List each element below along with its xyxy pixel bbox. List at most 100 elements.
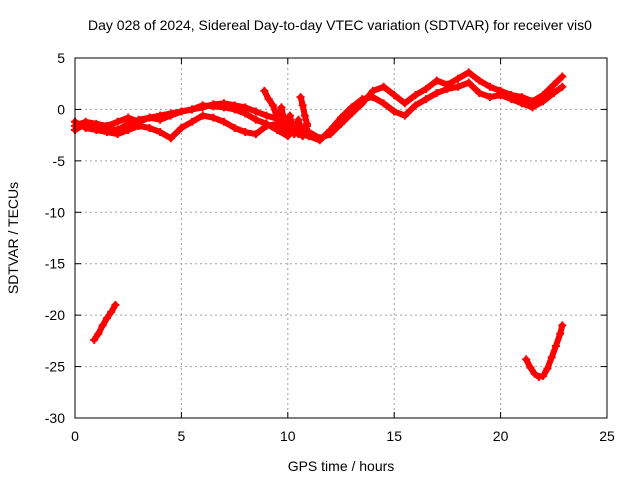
data-point-track-c: [251, 115, 260, 124]
y-tick-label: -25: [45, 359, 65, 375]
data-point-burst-10h: [298, 101, 307, 110]
data-point-track-b: [230, 123, 239, 132]
y-tick-label: -5: [53, 153, 66, 169]
data-point-track-b: [496, 91, 505, 100]
y-tick-label: -20: [45, 307, 65, 323]
data-point-burst-9h: [273, 113, 282, 122]
data-point-track-b: [528, 103, 537, 112]
data-point-burst-10h: [300, 111, 309, 120]
data-point-track-b: [507, 95, 516, 104]
data-point-track-a: [251, 107, 260, 116]
data-point-burst-9h: [298, 132, 307, 141]
y-tick-label: -30: [45, 410, 65, 426]
data-point-track-b: [124, 126, 133, 134]
data-point-track-b: [337, 113, 345, 122]
data-point-track-b: [411, 101, 420, 110]
y-tick-label: 5: [57, 50, 65, 66]
data-point-track-b: [464, 78, 473, 87]
data-point-track-a: [464, 68, 473, 77]
data-point-burst-10h: [302, 119, 311, 128]
data-point-track-b: [422, 95, 431, 104]
data-point-track-b: [390, 107, 399, 116]
data-point-track-b: [177, 123, 186, 132]
data-point-track-b: [209, 113, 218, 122]
data-point-track-b: [241, 128, 250, 137]
chart-title: Day 028 of 2024, Sidereal Day-to-day VTE…: [88, 17, 592, 33]
data-point-burst-9h: [290, 130, 299, 139]
data-point-track-a: [390, 91, 399, 100]
data-point-burst-9h: [264, 95, 273, 104]
data-point-track-b: [326, 126, 335, 134]
data-point-track-b: [251, 130, 260, 139]
data-point-burst-9h: [285, 111, 294, 120]
data-point-track-a: [454, 74, 463, 83]
data-point-track-b: [475, 88, 484, 97]
x-tick-label: 10: [280, 428, 296, 444]
data-point-burst-10h: [296, 93, 305, 102]
data-point-track-a: [411, 91, 420, 100]
data-point-track-b: [145, 123, 154, 132]
data-point-track-c: [134, 117, 143, 126]
data-point-track-b: [368, 93, 377, 102]
data-point-track-a: [422, 84, 431, 93]
series-line-low-arc-2: [523, 322, 566, 380]
data-series: [71, 68, 567, 381]
data-point-track-c: [177, 107, 186, 116]
data-point-burst-9h: [260, 86, 269, 95]
x-tick-label: 0: [71, 428, 79, 444]
data-point-track-a: [475, 76, 484, 85]
data-point-track-c: [124, 113, 133, 122]
data-point-low-arc-2: [530, 369, 539, 378]
data-point-track-b: [156, 128, 165, 137]
plot-frame: [74, 57, 608, 419]
data-point-low-arc-2: [547, 353, 556, 362]
data-point-track-b: [558, 82, 567, 91]
data-point-track-b: [358, 95, 367, 104]
data-point-track-b: [166, 134, 175, 143]
data-point-low-arc-2: [543, 364, 552, 373]
data-point-track-b: [219, 117, 228, 126]
data-point-track-c: [113, 117, 122, 126]
data-point-track-b: [539, 97, 548, 106]
data-point-track-c: [145, 113, 154, 122]
x-tick-label: 5: [178, 428, 186, 444]
data-point-track-b: [379, 99, 388, 108]
data-point-burst-9h: [268, 101, 277, 110]
data-point-burst-9h: [294, 115, 303, 124]
y-tick-label: -15: [45, 256, 65, 272]
data-point-track-c: [156, 115, 165, 124]
data-point-low-arc-1: [111, 300, 120, 309]
data-point-low-arc-1: [94, 329, 103, 338]
data-point-track-a: [485, 82, 494, 91]
data-point-low-arc-2: [534, 372, 543, 381]
y-tick-label: -10: [45, 204, 65, 220]
data-point-burst-9h: [281, 123, 290, 132]
data-point-track-b: [549, 88, 558, 97]
y-axis-label: SDTVAR / TECUs: [5, 182, 21, 294]
data-point-track-c: [81, 117, 90, 126]
data-point-track-c: [262, 119, 271, 128]
data-point-track-c: [241, 109, 250, 118]
data-point-track-c: [219, 103, 228, 112]
data-point-low-arc-2: [551, 342, 560, 350]
data-point-low-arc-2: [558, 321, 567, 330]
data-point-track-c: [209, 102, 218, 111]
x-tick-label: 25: [599, 428, 615, 444]
series-line-burst-10h: [297, 94, 310, 127]
data-point-track-b: [198, 111, 207, 120]
x-tick-label: 15: [386, 428, 402, 444]
data-point-track-c: [102, 121, 111, 130]
data-point-low-arc-1: [102, 314, 111, 323]
data-point-track-b: [113, 130, 122, 139]
data-point-low-arc-1: [90, 335, 99, 344]
data-point-low-arc-2: [539, 371, 548, 380]
data-point-low-arc-1: [107, 308, 116, 317]
data-point-track-a: [558, 72, 567, 81]
data-point-track-c: [92, 119, 101, 128]
data-point-low-arc-1: [98, 321, 107, 330]
data-point-track-a: [549, 80, 558, 89]
data-point-track-b: [347, 103, 356, 112]
data-point-track-c: [166, 111, 175, 120]
